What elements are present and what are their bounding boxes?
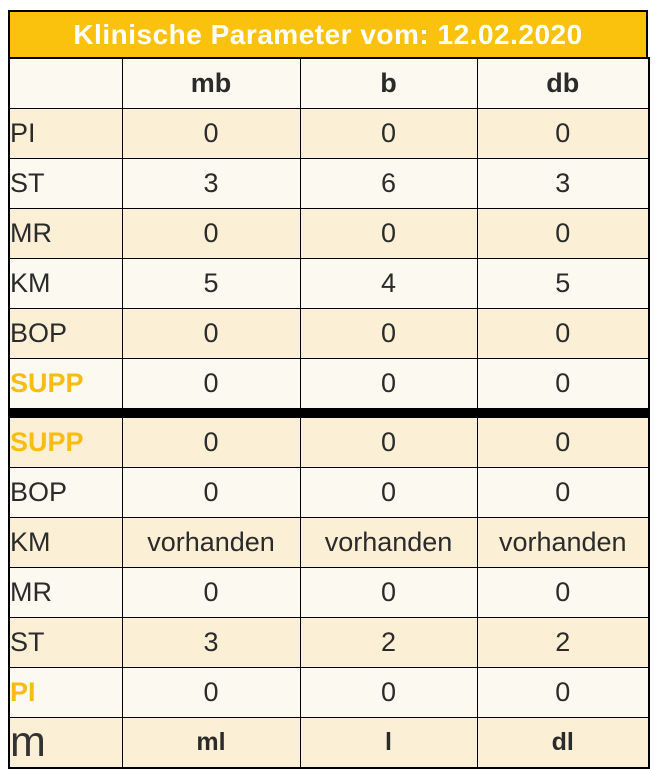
table-row-measurement: m ml l dl xyxy=(8,717,650,769)
cell-value: 6 xyxy=(299,158,478,209)
cell-value: l xyxy=(299,717,478,769)
cell-value: 0 xyxy=(121,358,301,409)
row-label: ST xyxy=(8,617,123,668)
cell-value: 0 xyxy=(476,567,650,618)
table-row-mr-upper: MR 0 0 0 xyxy=(8,208,650,259)
row-label: KM xyxy=(8,258,123,309)
cell-value: 0 xyxy=(121,567,301,618)
column-header-b: b xyxy=(299,57,478,109)
column-header-db: db xyxy=(476,57,650,109)
cell-value: vorhanden xyxy=(299,517,478,568)
cell-value: 0 xyxy=(299,417,478,468)
row-label: BOP xyxy=(8,308,123,359)
row-label-highlighted: SUPP xyxy=(8,417,123,468)
table-row-supp-upper: SUPP 0 0 0 xyxy=(8,358,650,409)
table-row-pi-lower: PI 0 0 0 xyxy=(8,667,650,718)
cell-value: 0 xyxy=(121,208,301,259)
column-header-row: mb b db xyxy=(8,57,650,109)
clinical-parameters-table: Klinische Parameter vom: 12.02.2020 mb b… xyxy=(8,10,650,769)
section-divider xyxy=(9,408,649,418)
cell-value: 0 xyxy=(121,308,301,359)
cell-value: 0 xyxy=(476,417,650,468)
row-label: ST xyxy=(8,158,123,209)
row-label: PI xyxy=(8,108,123,159)
row-label-highlighted: SUPP xyxy=(8,358,123,409)
table-row-km-lower: KM vorhanden vorhanden vorhanden xyxy=(8,517,650,568)
table-row-bop-upper: BOP 0 0 0 xyxy=(8,308,650,359)
cell-value: 2 xyxy=(476,617,650,668)
cell-value: 0 xyxy=(476,358,650,409)
cell-value: 0 xyxy=(299,208,478,259)
cell-value: 3 xyxy=(121,617,301,668)
table-row-st-lower: ST 3 2 2 xyxy=(8,617,650,668)
cell-value: 0 xyxy=(121,467,301,518)
cell-value: 0 xyxy=(299,467,478,518)
cell-value: 0 xyxy=(299,108,478,159)
cell-value: 0 xyxy=(299,358,478,409)
table-row-supp-lower: SUPP 0 0 0 xyxy=(8,417,650,468)
table-row-pi-upper: PI 0 0 0 xyxy=(8,108,650,159)
row-label-measurement: m xyxy=(8,717,123,769)
cell-value: 0 xyxy=(476,467,650,518)
cell-value: 5 xyxy=(121,258,301,309)
parameters-table: mb b db PI 0 0 0 ST 3 6 3 MR 0 0 0 xyxy=(8,57,650,769)
cell-value: 0 xyxy=(299,567,478,618)
cell-value: 0 xyxy=(299,667,478,718)
cell-value: 5 xyxy=(476,258,650,309)
cell-value: 0 xyxy=(476,108,650,159)
table-title-banner: Klinische Parameter vom: 12.02.2020 xyxy=(8,10,648,57)
cell-value: 0 xyxy=(299,308,478,359)
cell-value: vorhanden xyxy=(476,517,650,568)
row-label: MR xyxy=(8,208,123,259)
row-label: MR xyxy=(8,567,123,618)
table-row-bop-lower: BOP 0 0 0 xyxy=(8,467,650,518)
cell-value: 3 xyxy=(121,158,301,209)
cell-value: 0 xyxy=(476,308,650,359)
cell-value: vorhanden xyxy=(121,517,301,568)
cell-value: 0 xyxy=(121,417,301,468)
table-row-st-upper: ST 3 6 3 xyxy=(8,158,650,209)
row-label-highlighted: PI xyxy=(8,667,123,718)
row-label: BOP xyxy=(8,467,123,518)
cell-value: 0 xyxy=(121,108,301,159)
cell-value: ml xyxy=(121,717,301,769)
cell-value: 3 xyxy=(476,158,650,209)
table-row-mr-lower: MR 0 0 0 xyxy=(8,567,650,618)
column-header-empty xyxy=(8,57,123,109)
column-header-mb: mb xyxy=(121,57,301,109)
cell-value: 0 xyxy=(476,208,650,259)
table-row-km-upper: KM 5 4 5 xyxy=(8,258,650,309)
cell-value: 0 xyxy=(121,667,301,718)
cell-value: 4 xyxy=(299,258,478,309)
cell-value: 2 xyxy=(299,617,478,668)
row-label: KM xyxy=(8,517,123,568)
cell-value: 0 xyxy=(476,667,650,718)
cell-value: dl xyxy=(476,717,650,769)
